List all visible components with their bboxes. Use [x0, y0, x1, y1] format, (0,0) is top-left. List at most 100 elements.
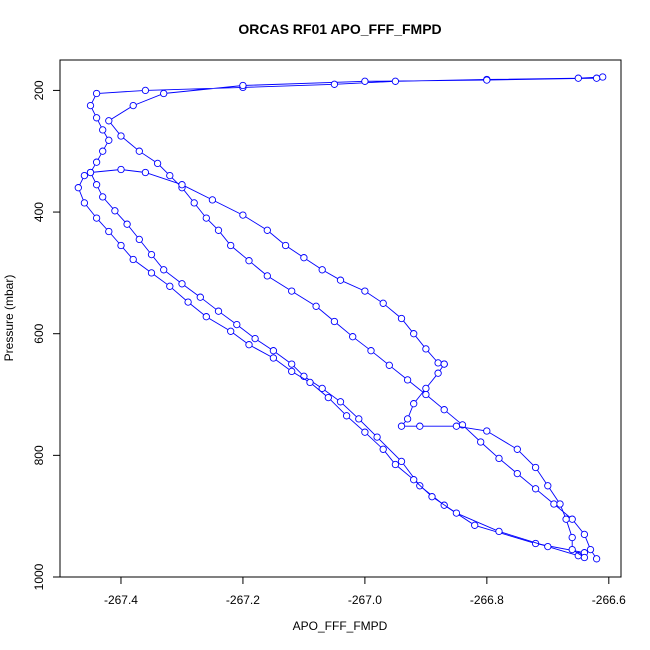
data-point: [531, 485, 540, 493]
data-point: [227, 241, 235, 250]
data-point: [135, 147, 143, 155]
series-layer: [74, 73, 607, 563]
data-point: [92, 89, 101, 98]
chart-title: ORCAS RF01 APO_FFF_FMPD: [238, 21, 441, 37]
data-point: [483, 427, 491, 435]
y-tick-label: 600: [32, 323, 46, 343]
data-point: [288, 287, 296, 295]
data-point: [391, 460, 400, 469]
data-point: [422, 345, 430, 353]
data-point: [410, 400, 418, 408]
data-point: [263, 272, 271, 280]
data-point: [568, 545, 576, 554]
data-point: [318, 266, 326, 274]
data-point: [586, 545, 595, 554]
data-point: [397, 314, 406, 323]
data-point: [105, 117, 113, 125]
data-point: [147, 269, 156, 277]
data-point: [416, 422, 424, 430]
data-point: [580, 553, 589, 562]
data-point: [269, 347, 278, 355]
data-point: [99, 147, 107, 155]
data-point: [99, 126, 107, 134]
y-axis-label: Pressure (mbar): [2, 275, 16, 362]
data-point: [111, 207, 119, 215]
data-point: [105, 136, 113, 144]
x-tick-label: -266.6: [592, 593, 626, 607]
data-point: [397, 457, 406, 466]
data-point: [336, 276, 345, 284]
data-point: [239, 81, 247, 90]
data-point: [117, 165, 125, 174]
data-point: [80, 171, 89, 180]
data-point: [141, 168, 150, 177]
data-point: [233, 320, 241, 329]
data-point: [269, 354, 278, 362]
data-point: [288, 360, 296, 368]
data-point: [434, 359, 442, 367]
profile-series-1: [86, 73, 607, 563]
data-point: [403, 376, 412, 384]
data-point: [403, 415, 412, 423]
data-point: [92, 114, 101, 122]
data-point: [214, 226, 223, 234]
data-point: [495, 527, 503, 536]
data-point: [184, 298, 192, 306]
data-point: [556, 500, 564, 508]
data-point: [92, 181, 101, 189]
data-point: [355, 415, 363, 423]
profile-series-4: [397, 360, 589, 562]
plot-frame: [59, 59, 622, 578]
data-point: [592, 555, 601, 563]
data-point: [92, 158, 101, 166]
data-point: [166, 171, 174, 180]
data-point: [471, 521, 479, 529]
data-point: [342, 412, 351, 420]
data-point: [74, 184, 82, 192]
data-point: [312, 302, 320, 310]
data-point: [483, 76, 491, 84]
data-point: [531, 463, 540, 472]
data-point: [349, 333, 357, 341]
data-point: [129, 101, 137, 110]
data-point: [428, 493, 436, 501]
data-point: [153, 159, 162, 168]
data-point: [361, 77, 369, 85]
data-point: [300, 254, 308, 262]
data-point: [574, 74, 582, 82]
x-tick-label: -266.8: [470, 593, 504, 607]
data-point: [568, 533, 576, 542]
data-point: [440, 360, 448, 368]
profile-series-3: [86, 165, 448, 368]
data-point: [379, 445, 387, 453]
data-point: [361, 287, 369, 295]
y-tick-label: 400: [32, 202, 46, 222]
data-point: [367, 347, 375, 355]
data-point: [330, 317, 339, 326]
data-point: [202, 313, 210, 321]
x-axis: -267.4 -267.2 -267.0 -266.8 -266.6: [104, 577, 626, 607]
data-point: [422, 390, 430, 399]
data-point: [562, 515, 570, 523]
data-point: [117, 132, 125, 140]
data-point: [166, 282, 174, 290]
data-point: [147, 250, 156, 259]
data-point: [477, 438, 485, 446]
data-point: [288, 367, 296, 376]
data-point: [452, 509, 461, 517]
y-tick-label: 1000: [32, 563, 46, 590]
data-point: [544, 542, 552, 551]
data-point: [160, 266, 168, 274]
data-point: [80, 199, 89, 207]
data-point: [251, 334, 259, 343]
data-point: [410, 476, 418, 484]
y-axis: 200 400 600 800 1000: [32, 80, 60, 590]
data-point: [452, 422, 461, 430]
data-point: [495, 454, 503, 463]
data-point: [281, 241, 290, 250]
data-point: [318, 384, 326, 393]
data-point: [324, 393, 332, 402]
data-point: [391, 77, 400, 85]
